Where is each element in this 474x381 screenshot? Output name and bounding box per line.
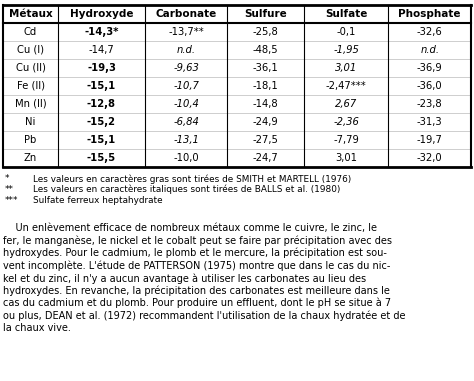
Text: Cu (II): Cu (II) — [16, 63, 46, 73]
Text: -27,5: -27,5 — [253, 135, 279, 145]
Text: Les valeurs en caractères gras sont tirées de SMITH et MARTELL (1976): Les valeurs en caractères gras sont tiré… — [33, 174, 351, 184]
Text: Un enlèvement efficace de nombreux métaux comme le cuivre, le zinc, le: Un enlèvement efficace de nombreux métau… — [3, 223, 377, 233]
Text: -2,47***: -2,47*** — [326, 81, 366, 91]
Text: Sulfate: Sulfate — [325, 9, 367, 19]
Text: Sulfure: Sulfure — [244, 9, 287, 19]
Text: Métaux: Métaux — [9, 9, 53, 19]
Text: hydroxydes. Pour le cadmium, le plomb et le mercure, la précipitation est sou-: hydroxydes. Pour le cadmium, le plomb et… — [3, 248, 387, 258]
Text: **: ** — [5, 185, 14, 194]
Text: -0,1: -0,1 — [337, 27, 356, 37]
Text: -48,5: -48,5 — [253, 45, 278, 55]
Text: -32,0: -32,0 — [417, 153, 443, 163]
Bar — [3, 5, 471, 167]
Text: -25,8: -25,8 — [253, 27, 278, 37]
Text: -18,1: -18,1 — [253, 81, 278, 91]
Text: -32,6: -32,6 — [417, 27, 443, 37]
Text: 2,67: 2,67 — [335, 99, 357, 109]
Text: -10,0: -10,0 — [173, 153, 199, 163]
Text: -23,8: -23,8 — [417, 99, 443, 109]
Text: Fe (II): Fe (II) — [17, 81, 45, 91]
Text: -13,7**: -13,7** — [168, 27, 204, 37]
Text: Zn: Zn — [24, 153, 37, 163]
Text: -12,8: -12,8 — [87, 99, 116, 109]
Text: ou plus, DEAN et al. (1972) recommandent l'utilisation de la chaux hydratée et d: ou plus, DEAN et al. (1972) recommandent… — [3, 311, 405, 321]
Text: -15,5: -15,5 — [87, 153, 116, 163]
Text: -24,7: -24,7 — [253, 153, 278, 163]
Text: -14,7: -14,7 — [89, 45, 114, 55]
Text: hydroxydes. En revanche, la précipitation des carbonates est meilleure dans le: hydroxydes. En revanche, la précipitatio… — [3, 285, 390, 296]
Text: 3,01: 3,01 — [335, 63, 357, 73]
Text: fer, le manganèse, le nickel et le cobalt peut se faire par précipitation avec d: fer, le manganèse, le nickel et le cobal… — [3, 235, 392, 246]
Text: -7,79: -7,79 — [333, 135, 359, 145]
Text: -31,3: -31,3 — [417, 117, 443, 127]
Text: -19,7: -19,7 — [417, 135, 443, 145]
Text: -36,9: -36,9 — [417, 63, 443, 73]
Text: -15,1: -15,1 — [87, 81, 116, 91]
Text: vent incomplète. L'étude de PATTERSON (1975) montre que dans le cas du nic-: vent incomplète. L'étude de PATTERSON (1… — [3, 261, 391, 271]
Text: -1,95: -1,95 — [333, 45, 359, 55]
Text: *: * — [5, 174, 9, 183]
Text: Phosphate: Phosphate — [399, 9, 461, 19]
Text: -6,84: -6,84 — [173, 117, 199, 127]
Text: n.d.: n.d. — [177, 45, 196, 55]
Text: -19,3: -19,3 — [87, 63, 116, 73]
Text: Hydroxyde: Hydroxyde — [70, 9, 133, 19]
Text: -15,2: -15,2 — [87, 117, 116, 127]
Text: -2,36: -2,36 — [333, 117, 359, 127]
Text: Mn (II): Mn (II) — [15, 99, 46, 109]
Text: -14,8: -14,8 — [253, 99, 278, 109]
Text: -36,1: -36,1 — [253, 63, 278, 73]
Text: -9,63: -9,63 — [173, 63, 199, 73]
Text: Cu (I): Cu (I) — [17, 45, 44, 55]
Text: -24,9: -24,9 — [253, 117, 278, 127]
Text: n.d.: n.d. — [420, 45, 439, 55]
Text: -15,1: -15,1 — [87, 135, 116, 145]
Text: 3,01: 3,01 — [335, 153, 357, 163]
Text: -14,3*: -14,3* — [84, 27, 118, 37]
Text: -10,4: -10,4 — [173, 99, 199, 109]
Text: Les valeurs en caractères italiques sont tirées de BALLS et al. (1980): Les valeurs en caractères italiques sont… — [33, 185, 340, 194]
Text: Sulfate ferreux heptahydrate: Sulfate ferreux heptahydrate — [33, 196, 163, 205]
Text: -36,0: -36,0 — [417, 81, 443, 91]
Text: kel et du zinc, il n'y a aucun avantage à utiliser les carbonates au lieu des: kel et du zinc, il n'y a aucun avantage … — [3, 273, 366, 283]
Text: cas du cadmium et du plomb. Pour produire un effluent, dont le pH se situe à 7: cas du cadmium et du plomb. Pour produir… — [3, 298, 391, 309]
Text: Ni: Ni — [25, 117, 36, 127]
Text: Pb: Pb — [24, 135, 36, 145]
Text: ***: *** — [5, 196, 18, 205]
Text: la chaux vive.: la chaux vive. — [3, 323, 71, 333]
Text: -13,1: -13,1 — [173, 135, 199, 145]
Text: -10,7: -10,7 — [173, 81, 199, 91]
Text: Cd: Cd — [24, 27, 37, 37]
Text: Carbonate: Carbonate — [155, 9, 217, 19]
